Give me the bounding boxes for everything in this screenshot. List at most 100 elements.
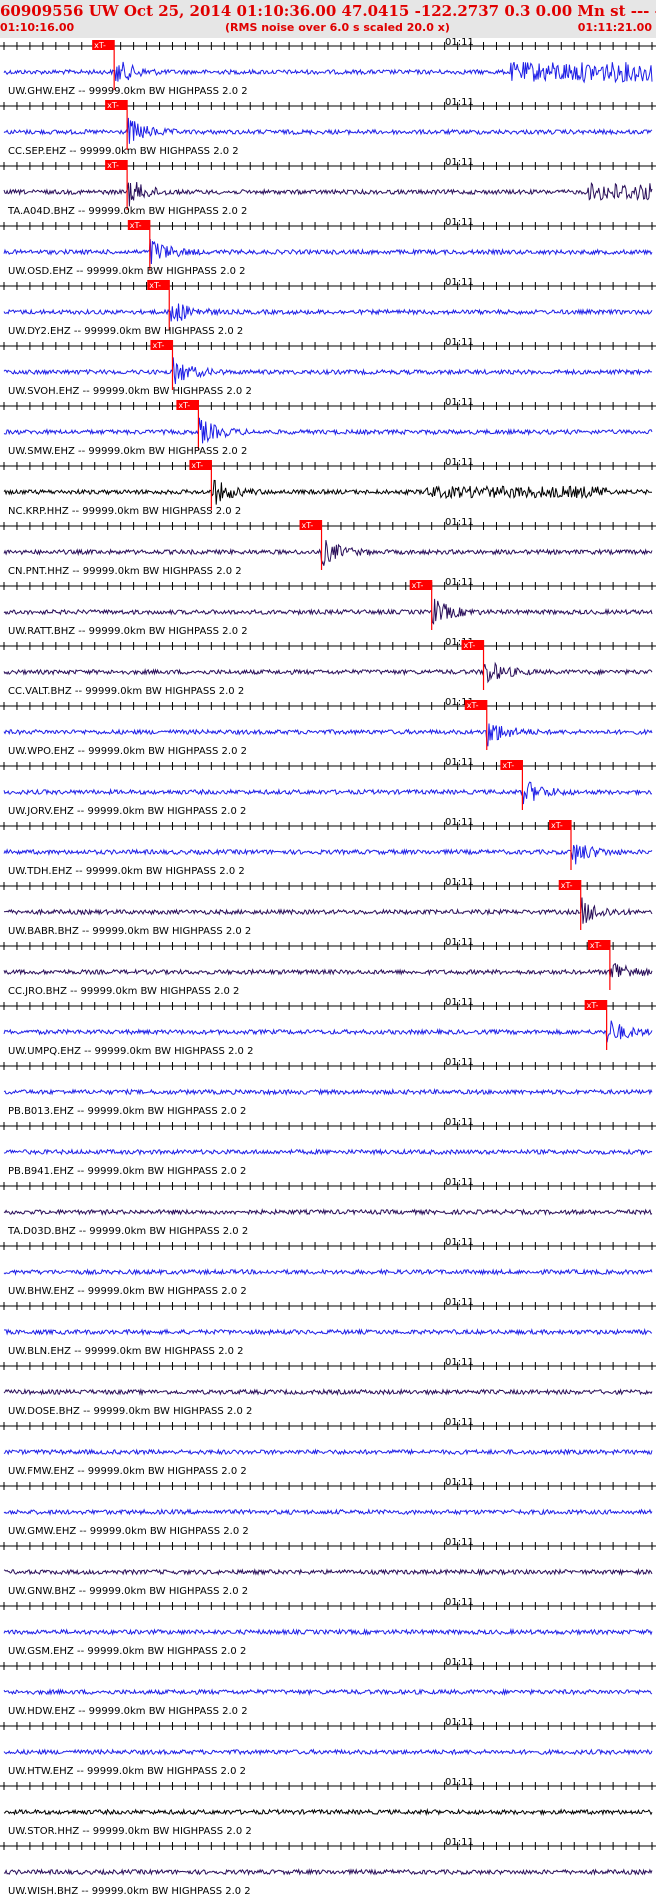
waveform — [3, 897, 653, 924]
station-label: UW.BHW.EHZ -- 99999.0km BW HIGHPASS 2.0 … — [8, 1286, 247, 1297]
trace-row: 01:11 PB.B013.EHZ -- 99999.0km BW HIGHPAS… — [0, 1057, 656, 1117]
station-label: UW.DOSE.BHZ -- 99999.0km BW HIGHPASS 2.0… — [8, 1406, 252, 1417]
trace-row: 01:11 xT- UW.OSD.EHZ -- 99999.0km BW HIGHP… — [0, 217, 656, 277]
trace-row: 01:11 xT- NC.KRP.HHZ -- 99999.0km BW HIGHP… — [0, 457, 656, 517]
trace-row: 01:11 xT- TA.A04D.BHZ -- 99999.0km BW HIGH… — [0, 157, 656, 217]
station-label: UW.RATT.BHZ -- 99999.0km BW HIGHPASS 2.0… — [8, 626, 248, 637]
time-label: 01:11 — [445, 877, 474, 888]
waveform — [3, 540, 653, 566]
trace-row: 01:11 UW.WISH.BHZ -- 99999.0km BW HIGHPAS… — [0, 1837, 656, 1897]
time-label: 01:11 — [445, 757, 474, 768]
waveform — [3, 1508, 653, 1516]
pick-label: xT- — [587, 1001, 599, 1010]
time-label: 01:11 — [445, 1117, 474, 1128]
time-label: 01:11 — [445, 1357, 474, 1368]
station-label: UW.GMW.EHZ -- 99999.0km BW HIGHPASS 2.0 … — [8, 1526, 249, 1537]
time-label: 01:11 — [445, 1777, 474, 1788]
pick-flag — [105, 160, 128, 170]
seismogram-plot: 01:11 xT- UW.GHW.EHZ -- 99999.0km BW HIGHP… — [0, 38, 656, 1898]
trace-row: 01:11 UW.STOR.HHZ -- 99999.0km BW HIGHPAS… — [0, 1777, 656, 1837]
header-bar: 60909556 UW Oct 25, 2014 01:10:36.00 47.… — [0, 0, 656, 38]
trace-row: 01:11 xT- CN.PNT.HHZ -- 99999.0km BW HIGHP… — [0, 517, 656, 577]
station-label: TA.D03D.BHZ -- 99999.0km BW HIGHPASS 2.0… — [7, 1226, 248, 1237]
time-label: 01:11 — [445, 397, 474, 408]
station-label: UW.HTW.EHZ -- 99999.0km BW HIGHPASS 2.0 … — [8, 1766, 246, 1777]
time-label: 01:11 — [445, 457, 474, 468]
station-label: UW.GSM.EHZ -- 99999.0km BW HIGHPASS 2.0 … — [8, 1646, 246, 1657]
pick-flag — [189, 460, 212, 470]
pick-label: xT- — [107, 161, 119, 170]
station-label: UW.WISH.BHZ -- 99999.0km BW HIGHPASS 2.0… — [8, 1886, 251, 1897]
time-label: 01:11 — [445, 517, 474, 528]
pick-label: xT- — [412, 581, 424, 590]
trace-row: 01:11 UW.FMW.EHZ -- 99999.0km BW HIGHPASS… — [0, 1417, 656, 1477]
trace-row: 01:11 UW.HTW.EHZ -- 99999.0km BW HIGHPASS… — [0, 1717, 656, 1777]
waveform — [3, 1388, 653, 1397]
waveform — [3, 303, 653, 322]
pick-flag — [549, 820, 571, 830]
start-time: 01:10:16.00 — [0, 21, 75, 34]
time-label: 01:11 — [445, 277, 474, 288]
pick-label: xT- — [302, 521, 314, 530]
station-label: UW.JORV.EHZ -- 99999.0km BW HIGHPASS 2.0… — [8, 806, 246, 817]
pick-flag — [92, 40, 115, 50]
waveform — [3, 1268, 653, 1277]
station-label: UW.BABR.BHZ -- 99999.0km BW HIGHPASS 2.0… — [8, 926, 251, 937]
station-label: CN.PNT.HHZ -- 99999.0km BW HIGHPASS 2.0 … — [8, 566, 242, 577]
time-label: 01:11 — [445, 1417, 474, 1428]
pick-flag — [464, 700, 487, 710]
station-label: PB.B013.EHZ -- 99999.0km BW HIGHPASS 2.0… — [8, 1106, 246, 1117]
trace-row: 01:11 UW.DOSE.BHZ -- 99999.0km BW HIGHPAS… — [0, 1357, 656, 1417]
pick-label: xT- — [149, 281, 161, 290]
time-label: 01:11 — [445, 997, 474, 1008]
pick-label: xT- — [107, 101, 119, 110]
station-label: UW.WPO.EHZ -- 99999.0km BW HIGHPASS 2.0 … — [8, 746, 247, 757]
pick-flag — [558, 880, 581, 890]
station-label: UW.HDW.EHZ -- 99999.0km BW HIGHPASS 2.0 … — [8, 1706, 248, 1717]
pick-flag — [500, 760, 523, 770]
trace-row: 01:11 xT- UW.UMPQ.EHZ -- 99999.0km BW HIGH… — [0, 997, 656, 1057]
time-label: 01:11 — [445, 1477, 474, 1488]
time-label: 01:11 — [445, 637, 474, 648]
pick-label: xT- — [551, 821, 563, 830]
time-label: 01:11 — [445, 577, 474, 588]
pick-label: xT- — [561, 881, 573, 890]
pick-label: xT- — [191, 461, 203, 470]
station-label: UW.GHW.EHZ -- 99999.0km BW HIGHPASS 2.0 … — [8, 86, 248, 97]
station-label: UW.UMPQ.EHZ -- 99999.0km BW HIGHPASS 2.0… — [8, 1046, 253, 1057]
pick-flag — [147, 280, 170, 290]
pick-label: xT- — [590, 941, 602, 950]
time-label: 01:11 — [445, 38, 474, 48]
trace-row: 01:11 UW.GNW.BHZ -- 99999.0km BW HIGHPASS… — [0, 1537, 656, 1597]
station-label: TA.A04D.BHZ -- 99999.0km BW HIGHPASS 2.0… — [7, 206, 247, 217]
pick-flag — [176, 400, 199, 410]
time-label: 01:11 — [445, 817, 474, 828]
pick-flag — [461, 640, 484, 650]
pick-flag — [409, 580, 432, 590]
station-label: UW.SVOH.EHZ -- 99999.0km BW HIGHPASS 2.0… — [8, 386, 252, 397]
pick-flag — [127, 220, 150, 230]
waveform — [3, 844, 653, 865]
pick-flag — [150, 340, 173, 350]
trace-row: 01:11 TA.D03D.BHZ -- 99999.0km BW HIGHPAS… — [0, 1177, 656, 1237]
trace-row: 01:11 xT- UW.JORV.EHZ -- 99999.0km BW HIGH… — [0, 757, 656, 817]
pick-label: xT- — [502, 761, 514, 770]
time-label: 01:11 — [445, 697, 474, 708]
time-label: 01:11 — [445, 937, 474, 948]
waveform — [3, 181, 653, 207]
waveform — [3, 962, 653, 978]
pick-label: xT- — [178, 401, 190, 410]
station-label: UW.GNW.BHZ -- 99999.0km BW HIGHPASS 2.0 … — [8, 1586, 248, 1597]
scaling-note: (RMS noise over 6.0 s scaled 20.0 x) — [225, 21, 450, 34]
waveform — [3, 1020, 653, 1043]
waveform — [3, 781, 653, 805]
waveform — [3, 1748, 653, 1756]
time-label: 01:11 — [445, 1297, 474, 1308]
trace-row: 01:11 PB.B941.EHZ -- 99999.0km BW HIGHPAS… — [0, 1117, 656, 1177]
trace-row: 01:11 xT- UW.SMW.EHZ -- 99999.0km BW HIGHP… — [0, 397, 656, 457]
pick-label: xT- — [467, 701, 479, 710]
trace-row: 01:11 xT- UW.GHW.EHZ -- 99999.0km BW HIGHP… — [0, 38, 656, 97]
waveform — [3, 1568, 653, 1577]
trace-row: 01:11 UW.GSM.EHZ -- 99999.0km BW HIGHPASS… — [0, 1597, 656, 1657]
